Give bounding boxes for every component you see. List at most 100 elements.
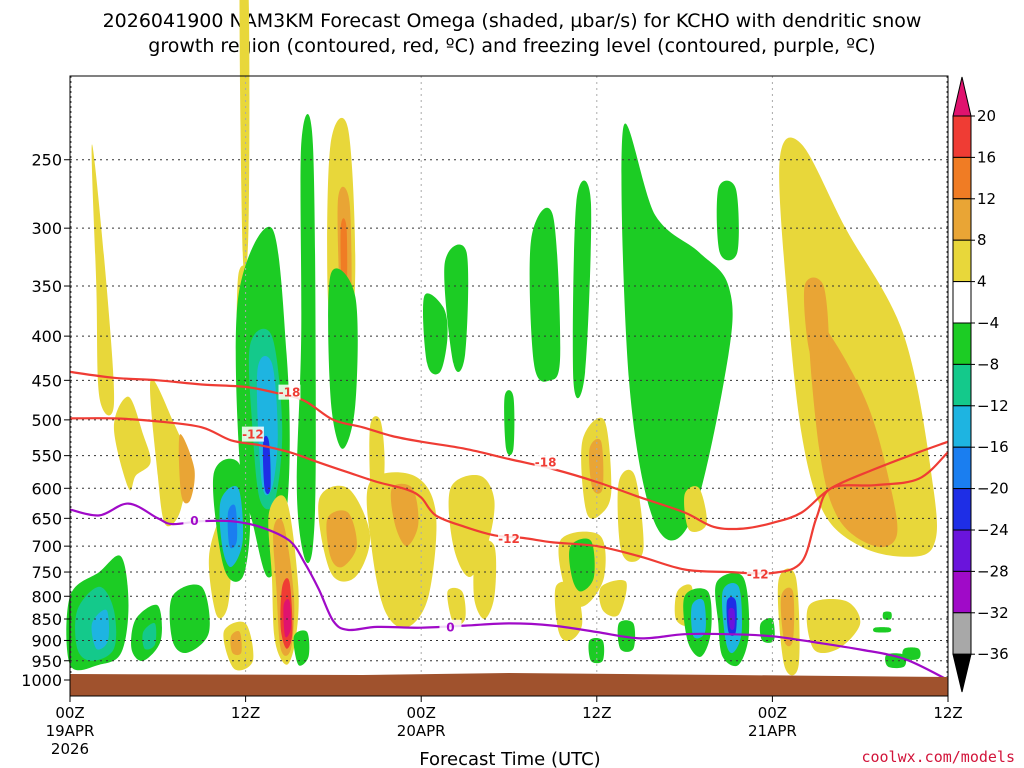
y-tick-label-500: 500 <box>31 411 62 430</box>
y-tick-label-950: 950 <box>31 652 62 671</box>
omega-region-22 <box>262 435 271 495</box>
omega-region-21 <box>227 504 238 549</box>
omega-region-54 <box>588 637 605 664</box>
contour-minus18 <box>69 370 949 531</box>
y-tick-label-800: 800 <box>31 587 62 606</box>
chart-title-line1: 2026041900 NAM3KM Forecast Omega (shaded… <box>103 10 922 32</box>
omega-shading <box>66 0 937 676</box>
x-tick-date-0: 19APR <box>46 722 95 740</box>
omega-region-13 <box>239 0 250 276</box>
grid-lines <box>70 76 948 680</box>
colorbar-label-2: 12 <box>977 190 996 208</box>
omega-region-34 <box>326 510 357 568</box>
omega-region-72 <box>826 616 854 639</box>
x-tick-label-60: 12Z <box>933 704 962 722</box>
omega-region-73 <box>882 611 892 620</box>
colorbar-label-13: −36 <box>977 645 1009 663</box>
y-tick-label-700: 700 <box>31 537 62 556</box>
colorbar-bin-9 <box>952 446 972 490</box>
contour-label-minus18-1: -18 <box>535 455 557 469</box>
omega-region-44 <box>529 207 561 382</box>
omega-region-18 <box>256 356 278 496</box>
omega-region-28 <box>293 630 310 666</box>
terrain-fill <box>70 673 948 696</box>
omega-region-55 <box>621 123 733 541</box>
contour-label-bg-freezing-1 <box>439 619 462 635</box>
chart-title-line2: growth region (contoured, red, ºC) and f… <box>148 35 875 57</box>
contour-label-minus18-0: -18 <box>279 386 301 400</box>
colorbar-label-3: 8 <box>977 231 987 249</box>
omega-region-60 <box>691 598 706 639</box>
omega-region-74 <box>873 627 892 633</box>
contour-label-freezing-1: 0 <box>446 621 454 635</box>
colorbar-label-5: −4 <box>977 314 999 332</box>
omega-region-70 <box>803 277 829 363</box>
omega-region-52 <box>599 580 627 617</box>
y-tick-label-750: 750 <box>31 563 62 582</box>
x-tick-label-24: 00Z <box>407 704 436 722</box>
colorbar-bin-12 <box>952 570 972 614</box>
omega-region-68 <box>779 137 937 557</box>
plot-area: -18 -18 -12 -12 -12 0 0 <box>66 0 949 697</box>
contour-label-minus12-1: -12 <box>498 532 520 546</box>
colorbar-label-11: −28 <box>977 562 1009 580</box>
colorbar-bin-6 <box>952 322 972 365</box>
omega-region-49 <box>569 538 595 592</box>
omega-region-2 <box>149 378 188 527</box>
omega-region-8 <box>142 622 157 650</box>
contour-label-bg-minus12-0 <box>241 426 264 442</box>
y-tick-label-600: 600 <box>31 479 62 498</box>
colorbar-label-6: −8 <box>977 355 999 373</box>
contour-minus12 <box>69 417 949 575</box>
omega-region-45 <box>572 180 592 399</box>
contour-label-freezing-0: 0 <box>190 514 198 528</box>
omega-region-6 <box>91 609 110 650</box>
temperature-contours: -18 -18 -12 -12 -12 0 0 <box>69 370 949 681</box>
contour-label-minus12-0: -12 <box>242 428 264 442</box>
colorbar-label-1: 16 <box>977 148 996 166</box>
y-tick-label-850: 850 <box>31 610 62 629</box>
credit-text: coolwx.com/models <box>861 748 1015 766</box>
omega-region-0 <box>91 144 115 416</box>
colorbar-label-4: 4 <box>977 273 987 291</box>
contour-label-minus12-2: -12 <box>747 568 769 582</box>
colorbar-label-9: −20 <box>977 480 1009 498</box>
y-axis: 250 300 350 400 450 500 550 600 650 700 750 800 850 9… <box>21 151 70 690</box>
colorbar-bin-11 <box>952 529 972 572</box>
omega-region-27 <box>296 114 316 564</box>
omega-region-42 <box>444 244 469 373</box>
omega-region-37 <box>390 483 419 547</box>
y-tick-label-1000: 1000 <box>21 671 62 690</box>
y-tick-label-250: 250 <box>31 151 62 170</box>
x-tick-label-12: 12Z <box>231 704 260 722</box>
omega-region-9 <box>169 584 210 654</box>
y-tick-label-650: 650 <box>31 509 62 528</box>
y-tick-label-400: 400 <box>31 327 62 346</box>
x-tick-date-24: 20APR <box>397 722 446 740</box>
omega-region-41 <box>423 293 448 375</box>
omega-region-26 <box>283 599 292 638</box>
contour-freezing <box>69 502 949 681</box>
colorbar-label-0: 20 <box>977 107 996 125</box>
colorbar-bin-1 <box>952 115 972 158</box>
omega-region-67 <box>780 587 795 647</box>
y-tick-label-550: 550 <box>31 447 62 466</box>
omega-region-56 <box>716 180 739 261</box>
omega-region-40 <box>447 587 466 626</box>
colorbar-bin-10 <box>952 488 972 531</box>
colorbar-label-12: −32 <box>977 604 1009 622</box>
colorbar-label-8: −16 <box>977 438 1009 456</box>
contour-label-bg-minus18-1 <box>534 454 557 470</box>
omega-region-75 <box>902 647 921 660</box>
contour-label-bg-minus12-1 <box>498 531 520 547</box>
terrain-surface <box>70 673 948 696</box>
x-tick-year-0: 2026 <box>51 740 89 758</box>
omega-region-32 <box>328 268 358 449</box>
colorbar-bin-8 <box>952 405 972 448</box>
omega-region-39 <box>473 539 497 619</box>
omega-region-3 <box>178 434 195 504</box>
colorbar-bin-2 <box>952 156 972 200</box>
y-tick-label-900: 900 <box>31 631 62 650</box>
